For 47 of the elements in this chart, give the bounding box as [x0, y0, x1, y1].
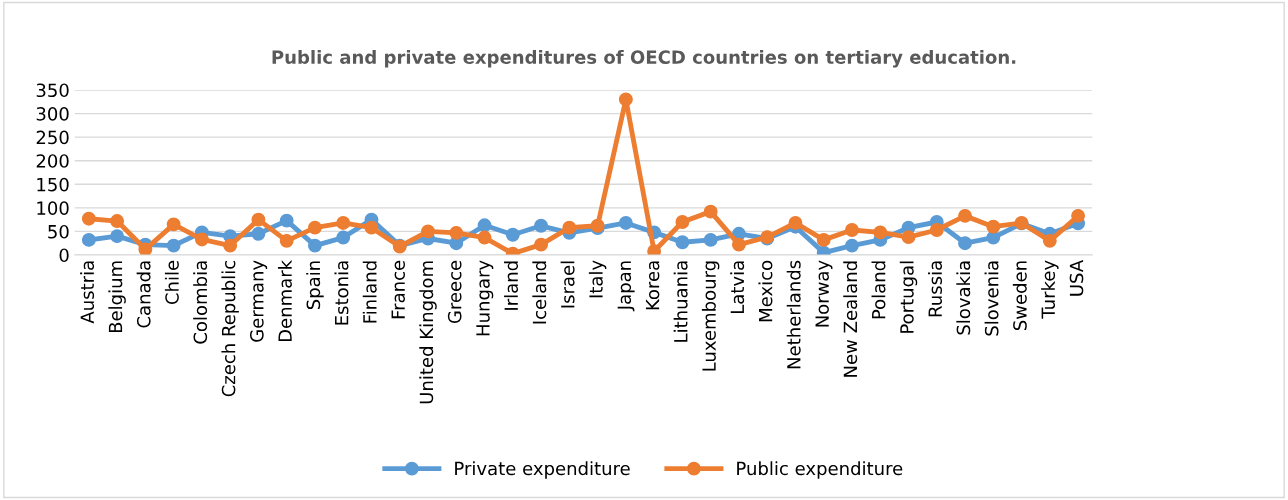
x-tick-label: New Zealand — [843, 261, 858, 377]
x-tick-label: Israel — [560, 261, 575, 308]
x-tick-label: Iceland — [532, 261, 547, 324]
y-tick-label: 250 — [36, 130, 69, 145]
legend-label: Private expenditure — [455, 461, 630, 479]
x-tick-label: Germany — [250, 260, 268, 342]
x-tick-label: Lithuania — [673, 261, 688, 342]
x-tick-label: Chile — [164, 260, 179, 305]
x-tick-label: Irland — [504, 261, 519, 310]
x-tick-label: Finland — [362, 261, 377, 323]
x-tick-label: Poland — [871, 261, 886, 319]
x-tick-label: Canada — [136, 261, 151, 328]
y-tick-label: 100 — [37, 201, 69, 215]
y-tick-label: 50 — [48, 224, 69, 239]
x-tick-label: Mexico — [758, 260, 773, 322]
x-tick-label: United Kingdom — [419, 261, 437, 404]
x-tick-label: Austria — [80, 261, 95, 324]
x-tick-label: Colombia — [193, 261, 208, 344]
x-tick-label: Sweden — [1012, 261, 1027, 331]
x-tick-label: Greece — [447, 260, 462, 324]
x-tick-label: Spain — [306, 261, 324, 310]
x-tick-label: Czech Republic — [221, 260, 239, 397]
chart-title: Public and private expenditures of OECD countries on tertiary education. — [272, 50, 1016, 68]
x-tick-label: Russia — [928, 261, 943, 317]
x-tick-label: Belgium — [108, 261, 126, 333]
x-tick-label: Denmark — [277, 259, 292, 342]
x-tick-label: Norway — [815, 260, 833, 327]
x-tick-label: Luxembourg — [701, 261, 720, 371]
x-tick-label: Netherlands — [786, 260, 801, 369]
x-tick-label: Slovenia — [984, 261, 999, 336]
x-tick-label: Korea — [645, 261, 660, 310]
x-tick-label: Italy — [588, 260, 607, 298]
x-tick-label: Turkey — [1041, 260, 1059, 319]
y-tick-label: 350 — [36, 83, 69, 98]
x-tick-label: USA — [1069, 260, 1084, 296]
y-tick-label: 300 — [36, 107, 69, 121]
x-tick-label: Portugal — [899, 261, 918, 333]
x-tick-label: Hungary — [476, 260, 494, 336]
y-tick-label: 150 — [37, 177, 69, 192]
x-tick-label: Latvia — [730, 261, 745, 314]
legend-label: Public expenditure — [737, 461, 903, 479]
x-tick-label: Japan — [617, 261, 635, 312]
x-tick-label: France — [391, 260, 405, 319]
y-tick-label: 0 — [59, 248, 69, 263]
x-tick-label: Estonia — [334, 261, 349, 325]
x-tick-label: Slovakia — [956, 261, 971, 335]
y-tick-label: 200 — [36, 154, 69, 168]
